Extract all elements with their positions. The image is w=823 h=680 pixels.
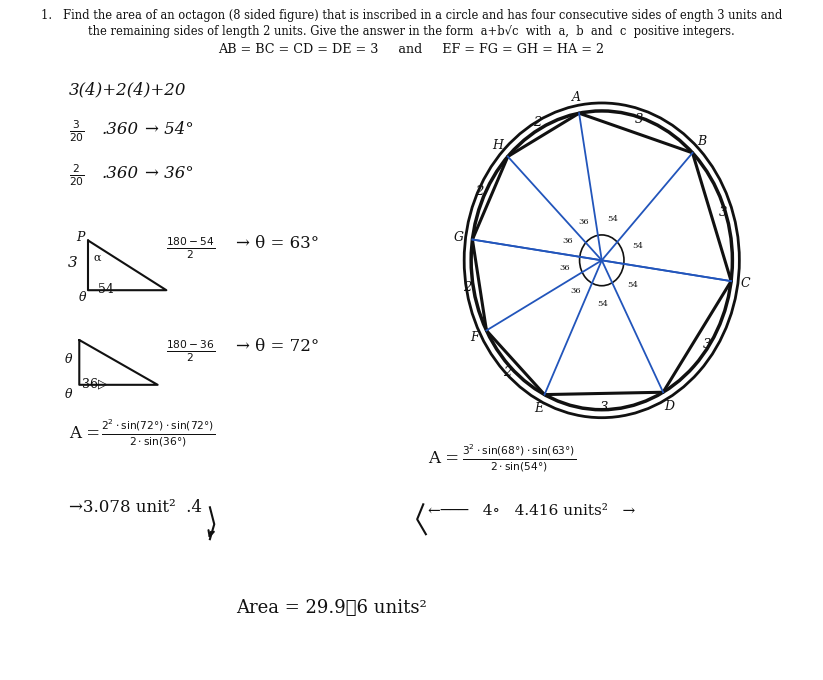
Text: .360: .360: [101, 165, 138, 182]
Text: → 36°: → 36°: [145, 165, 193, 182]
Text: 3: 3: [719, 206, 728, 219]
Text: 36: 36: [570, 288, 581, 296]
Text: $\frac{3^2 \cdot \mathrm{sin}(68°) \cdot \mathrm{sin}(63°)}{2 \cdot \mathrm{sin}: $\frac{3^2 \cdot \mathrm{sin}(68°) \cdot…: [463, 443, 577, 474]
Text: θ: θ: [65, 354, 72, 367]
Text: 36: 36: [559, 264, 570, 272]
Text: →3.078 unit²  .4: →3.078 unit² .4: [69, 499, 202, 516]
Text: A: A: [572, 91, 581, 104]
Text: A =: A =: [69, 424, 100, 441]
Text: D: D: [665, 400, 675, 413]
Text: 36: 36: [562, 237, 573, 245]
Text: 54: 54: [99, 284, 114, 296]
Text: $\frac{2}{20}$: $\frac{2}{20}$: [69, 163, 85, 188]
Text: 3: 3: [67, 256, 77, 271]
Text: 3: 3: [600, 401, 608, 414]
Text: 54: 54: [632, 242, 643, 250]
Text: H: H: [492, 139, 503, 152]
Text: 36▷: 36▷: [82, 378, 108, 391]
Text: 2: 2: [463, 281, 472, 294]
Text: 2: 2: [475, 186, 483, 199]
Text: F: F: [470, 331, 478, 345]
Text: $\frac{2^2 \cdot \mathrm{sin}(72°) \cdot \mathrm{sin}(72°)}{2 \cdot \mathrm{sin}: $\frac{2^2 \cdot \mathrm{sin}(72°) \cdot…: [101, 418, 216, 449]
Text: θ: θ: [79, 291, 86, 304]
Text: A =: A =: [428, 449, 458, 466]
Text: E: E: [534, 403, 543, 415]
Text: $\frac{180-36}{2}$: $\frac{180-36}{2}$: [166, 338, 216, 364]
Text: → θ = 72°: → θ = 72°: [236, 338, 319, 355]
Text: $\frac{180-54}{2}$: $\frac{180-54}{2}$: [166, 235, 216, 261]
Text: G: G: [453, 231, 463, 244]
Text: $\frac{3}{20}$: $\frac{3}{20}$: [69, 119, 85, 144]
Text: 3(4)+2(4)+20: 3(4)+2(4)+20: [69, 81, 186, 98]
Text: 3: 3: [703, 338, 711, 351]
Text: 54: 54: [597, 300, 608, 307]
Text: → θ = 63°: → θ = 63°: [236, 235, 319, 252]
Text: B: B: [698, 135, 707, 148]
Text: 2: 2: [533, 116, 542, 129]
Text: 36: 36: [579, 218, 589, 226]
Text: P: P: [77, 231, 85, 244]
Text: the remaining sides of length 2 units. Give the answer in the form  a+b√c  with : the remaining sides of length 2 units. G…: [88, 25, 735, 38]
Text: Area = 29.9≫6 units²: Area = 29.9≫6 units²: [236, 599, 427, 617]
Text: .360: .360: [101, 121, 138, 138]
Text: 54: 54: [607, 215, 618, 223]
Text: 1.   Find the area of an octagon (8 sided figure) that is inscribed in a circle : 1. Find the area of an octagon (8 sided …: [41, 10, 782, 22]
Text: → 54°: → 54°: [145, 121, 193, 138]
Text: C: C: [740, 277, 750, 290]
Text: 2: 2: [503, 366, 511, 379]
Text: 54: 54: [627, 281, 639, 289]
Text: AB = BC = CD = DE = 3     and     EF = FG = GH = HA = 2: AB = BC = CD = DE = 3 and EF = FG = GH =…: [218, 44, 605, 56]
Text: α: α: [93, 252, 100, 262]
Text: 3: 3: [635, 113, 644, 126]
Text: θ: θ: [65, 388, 72, 401]
Text: ←───   4∘   4.416 units²   →: ←─── 4∘ 4.416 units² →: [428, 505, 635, 518]
